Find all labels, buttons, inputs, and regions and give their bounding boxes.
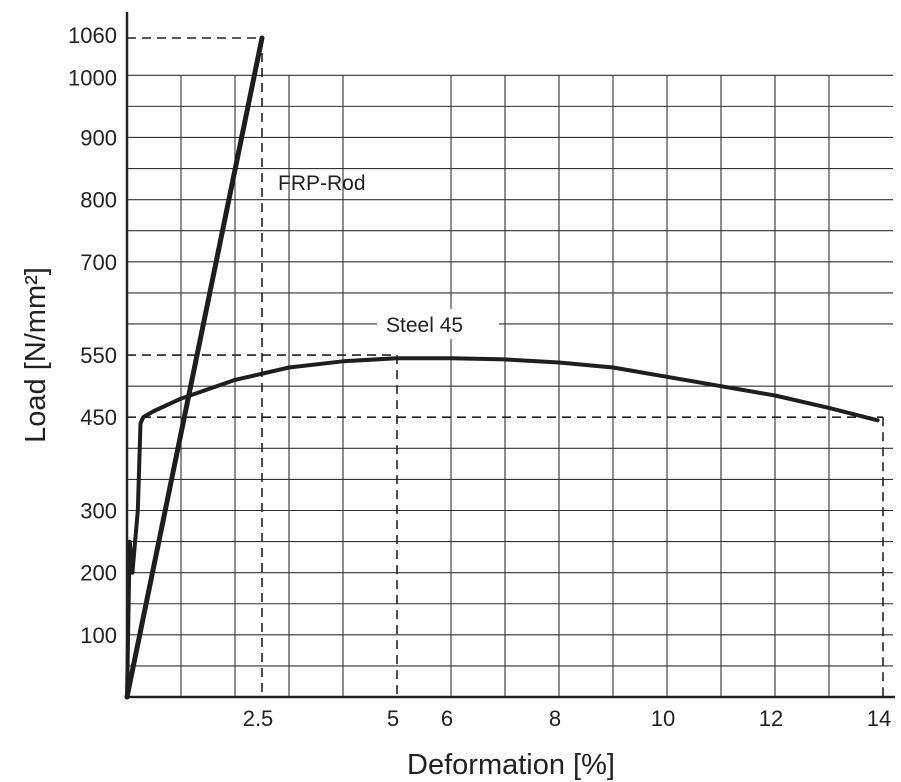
x-tick-label: 8 (549, 706, 561, 731)
y-tick-label: 200 (80, 561, 117, 586)
x-tick-label: 6 (441, 706, 453, 731)
series-label-frp-rod: FRP-Rod (278, 172, 366, 195)
y-tick-label: 1060 (68, 23, 117, 48)
x-axis-title: Deformation [%] (407, 749, 615, 781)
y-tick-labels: 100 200 300 450 550 700 800 900 1000 1060 (68, 23, 117, 648)
y-tick-label: 450 (80, 405, 117, 430)
reference-lines (127, 37, 884, 697)
axes (125, 12, 895, 699)
x-tick-label: 10 (651, 706, 675, 731)
series-line-steel-45 (125, 356, 880, 699)
grid (127, 74, 893, 697)
y-tick-label: 1000 (68, 65, 117, 90)
x-tick-labels: 2.5 5 6 8 10 12 14 (243, 706, 892, 731)
x-tick-label: 2.5 (243, 706, 274, 731)
series-line-frp-rod (124, 35, 265, 700)
series-label-steel-45-bg (377, 309, 499, 339)
series-labels: FRP-Rod Steel 45 (278, 172, 499, 339)
y-tick-label: 550 (80, 343, 117, 368)
x-tick-label: 5 (387, 706, 399, 731)
y-tick-label: 300 (80, 498, 117, 523)
y-axis-title: Load [N/mm²] (20, 267, 52, 443)
x-tick-label: 12 (759, 706, 783, 731)
y-tick-label: 900 (80, 125, 117, 150)
series-layer (124, 35, 880, 700)
y-tick-label: 700 (80, 250, 117, 275)
y-tick-label: 100 (80, 623, 117, 648)
series-label-steel-45: Steel 45 (386, 314, 463, 337)
x-tick-label: 14 (867, 706, 891, 731)
y-tick-label: 800 (80, 188, 117, 213)
